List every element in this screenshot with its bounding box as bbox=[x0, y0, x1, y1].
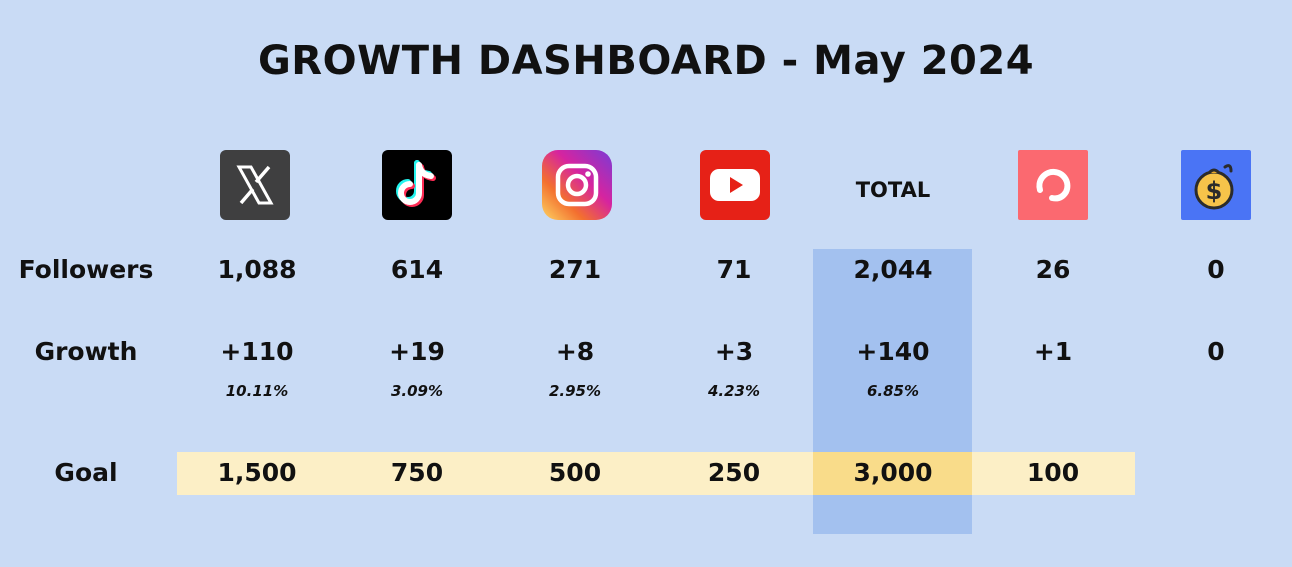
growth-convertkit: +1 bbox=[1033, 337, 1073, 366]
growth-x: +110 bbox=[220, 337, 294, 366]
growth-pct-total: 6.85% bbox=[866, 382, 920, 400]
growth-tiktok: +19 bbox=[389, 337, 445, 366]
growth-pct-tiktok: 3.09% bbox=[390, 382, 444, 400]
page-title: GROWTH DASHBOARD - May 2024 bbox=[257, 38, 1035, 84]
growth-pct-x: 10.11% bbox=[225, 382, 289, 400]
row-label-goal: Goal bbox=[54, 458, 118, 487]
goal-x: 1,500 bbox=[217, 458, 297, 487]
followers-x: 1,088 bbox=[217, 255, 297, 284]
goal-convertkit: 100 bbox=[1026, 458, 1080, 487]
total-label: TOTAL bbox=[855, 178, 931, 202]
goal-tiktok: 750 bbox=[390, 458, 444, 487]
goal-total: 3,000 bbox=[853, 458, 933, 487]
goal-instagram: 500 bbox=[548, 458, 602, 487]
growth-money: 0 bbox=[1207, 337, 1225, 366]
convertkit-icon bbox=[1018, 150, 1088, 220]
growth-youtube: +3 bbox=[714, 337, 754, 366]
followers-total: 2,044 bbox=[853, 255, 933, 284]
row-label-growth: Growth bbox=[34, 337, 138, 366]
svg-text:$: $ bbox=[1206, 177, 1223, 205]
followers-tiktok: 614 bbox=[390, 255, 444, 284]
followers-instagram: 271 bbox=[548, 255, 602, 284]
growth-instagram: +8 bbox=[555, 337, 595, 366]
tiktok-icon bbox=[382, 150, 452, 220]
growth-total: +140 bbox=[856, 337, 930, 366]
followers-youtube: 71 bbox=[716, 255, 752, 284]
goal-youtube: 250 bbox=[707, 458, 761, 487]
followers-money: 0 bbox=[1207, 255, 1225, 284]
x-icon bbox=[220, 150, 290, 220]
instagram-icon bbox=[542, 150, 612, 220]
growth-pct-youtube: 4.23% bbox=[707, 382, 761, 400]
growth-pct-instagram: 2.95% bbox=[548, 382, 602, 400]
row-label-followers: Followers bbox=[18, 255, 154, 284]
youtube-icon bbox=[700, 150, 770, 220]
money-bag-icon: $ bbox=[1181, 150, 1251, 220]
goal-total-highlight bbox=[813, 452, 972, 495]
followers-convertkit: 26 bbox=[1035, 255, 1071, 284]
goal-row-highlight bbox=[177, 452, 1135, 495]
